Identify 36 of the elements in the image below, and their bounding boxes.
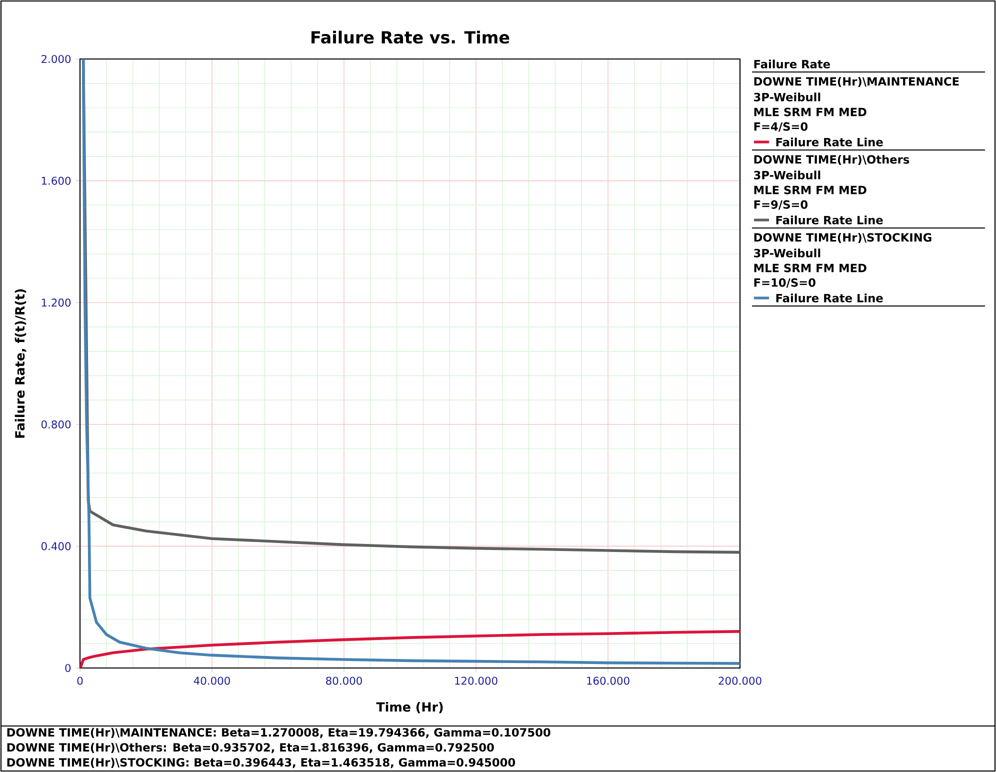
legend-label: Failure Rate Line — [776, 138, 883, 146]
legend-title: Failure Rate — [754, 60, 830, 68]
y-tick-label: 0.400 — [41, 542, 71, 550]
legend-label: Failure Rate Line — [776, 294, 883, 302]
text: F=10/S=0 — [754, 278, 816, 288]
y-axis-title: Failure Rate, f(t)/R(t) — [14, 289, 26, 438]
y-tick-label: 0 — [65, 664, 71, 672]
x-axis-title: Time (Hr) — [376, 702, 443, 714]
text: DOWNE TIME(Hr)\MAINTENANCE: Beta=1.270008, Eta=19.794366, Gamma=0.107500 — [7, 728, 550, 738]
text: 3P-Weibull — [754, 92, 820, 102]
text: 3P-Weibull — [754, 248, 820, 258]
y-tick-label: 1.600 — [42, 176, 71, 185]
text: MLE SRM FM MED — [754, 264, 866, 272]
text: DOWNE TIME(Hr)\STOCKING — [754, 232, 932, 244]
x-tick-label: 160.000 — [587, 676, 630, 685]
x-tick-label: 40.000 — [194, 676, 230, 685]
x-tick-label: 120.000 — [455, 676, 498, 685]
text: DOWNE TIME(Hr)\MAINTENANCE — [754, 76, 959, 88]
text: F=4/S=0 — [754, 122, 808, 132]
text: MLE SRM FM MED — [754, 108, 866, 116]
text: DOWNE TIME(Hr)\Others: Beta=0.935702, Eta=1.816396, Gamma=0.792500 — [7, 742, 494, 754]
x-tick-label: 80.000 — [326, 676, 362, 685]
text: F=9/S=0 — [754, 200, 808, 210]
y-tick-label: 2.000 — [42, 54, 71, 64]
text: DOWNE TIME(Hr)\STOCKING: Beta=0.396443, Eta=1.463518, Gamma=0.945000 — [7, 758, 516, 768]
line-series — [80, 630, 740, 668]
line-series — [82, 59, 740, 665]
text: 3P-Weibull — [754, 170, 820, 180]
x-tick-label: 0 — [77, 676, 83, 685]
legend-label: Failure Rate Line — [776, 216, 883, 224]
y-tick-label: 0.800 — [41, 420, 71, 428]
x-tick-label: 200.000 — [718, 676, 762, 685]
text: DOWNE TIME(Hr)\Others — [754, 154, 910, 166]
chart-title: Failure Rate vs. Time — [312, 30, 510, 44]
text: MLE SRM FM MED — [754, 186, 866, 194]
y-tick-label: 1.200 — [42, 298, 71, 307]
